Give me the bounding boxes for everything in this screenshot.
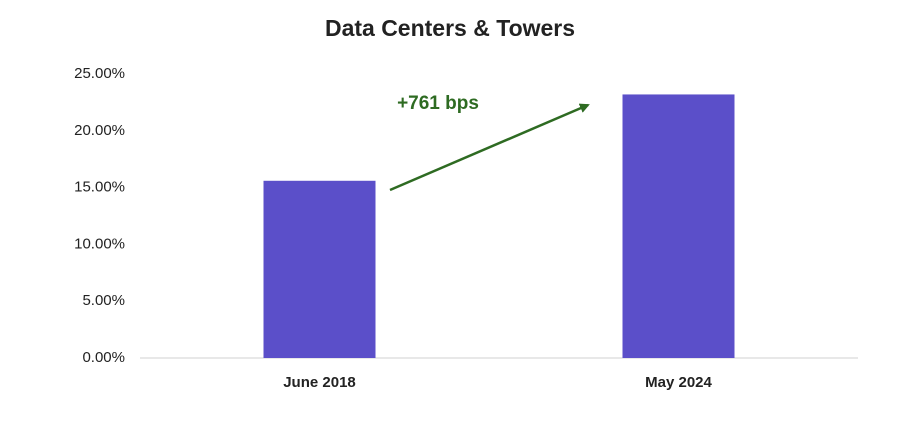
y-tick-label: 10.00% [74,235,125,252]
y-tick-label: 25.00% [74,65,125,82]
y-tick-label: 20.00% [74,122,125,139]
y-tick-label: 15.00% [74,179,125,196]
bar [622,94,735,358]
arrow [389,103,590,192]
x-tick-label: May 2024 [645,374,712,391]
annotation: +761 bps [397,93,479,114]
bar [263,180,376,358]
y-tick-label: 5.00% [82,292,125,309]
chart-title: Data Centers & Towers [325,15,575,41]
x-tick-label: June 2018 [283,374,356,391]
y-tick-label: 0.00% [82,349,125,366]
